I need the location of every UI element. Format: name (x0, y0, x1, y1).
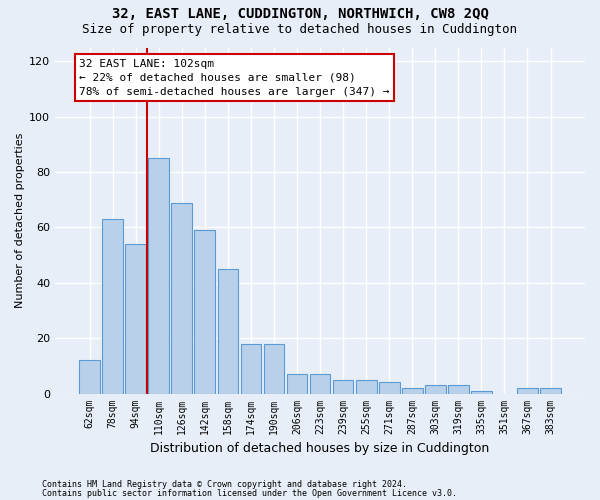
Y-axis label: Number of detached properties: Number of detached properties (15, 133, 25, 308)
Bar (241, 344, 262, 394)
Text: 32 EAST LANE: 102sqm
← 22% of detached houses are smaller (98)
78% of semi-detac: 32 EAST LANE: 102sqm ← 22% of detached h… (79, 58, 390, 96)
Bar (172, 202, 192, 394)
Bar (379, 382, 400, 394)
Bar (218, 269, 238, 394)
Bar (448, 386, 469, 394)
Bar (263, 344, 284, 394)
Bar (287, 374, 307, 394)
Text: Size of property relative to detached houses in Cuddington: Size of property relative to detached ho… (83, 22, 517, 36)
Text: 32, EAST LANE, CUDDINGTON, NORTHWICH, CW8 2QQ: 32, EAST LANE, CUDDINGTON, NORTHWICH, CW… (112, 8, 488, 22)
Bar (356, 380, 377, 394)
Bar (102, 219, 123, 394)
Bar (425, 386, 446, 394)
Bar (310, 374, 331, 394)
Text: Contains HM Land Registry data © Crown copyright and database right 2024.: Contains HM Land Registry data © Crown c… (42, 480, 407, 489)
Bar (148, 158, 169, 394)
Bar (333, 380, 353, 394)
Bar (471, 391, 492, 394)
Bar (402, 388, 422, 394)
Bar (125, 244, 146, 394)
Bar (540, 388, 561, 394)
Bar (194, 230, 215, 394)
X-axis label: Distribution of detached houses by size in Cuddington: Distribution of detached houses by size … (151, 442, 490, 455)
Bar (517, 388, 538, 394)
Text: Contains public sector information licensed under the Open Government Licence v3: Contains public sector information licen… (42, 490, 457, 498)
Bar (79, 360, 100, 394)
